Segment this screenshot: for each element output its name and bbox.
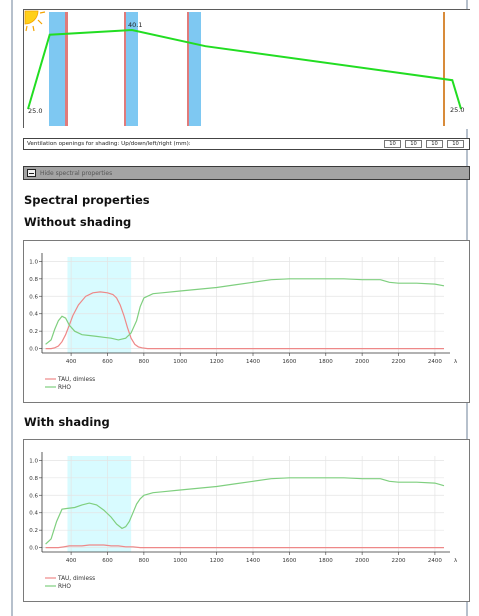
without-shading-chart-panel: 400 600 800 1000 1200 1400 1600 1800 2000 2200 240…: [23, 240, 470, 403]
x-tick-label: 2400: [428, 359, 442, 365]
collapse-minus-icon[interactable]: [27, 169, 36, 177]
y-tick-label: 0.6: [29, 493, 38, 499]
with-shading-chart: 400 600 800 1000 1200 1400 1600 1800 2000 2200 240…: [29, 452, 458, 590]
x-tick-label: 400: [66, 359, 77, 365]
vent-up-field[interactable]: 10: [384, 140, 401, 148]
x-tick-label: 600: [102, 558, 113, 564]
spectral-properties-heading: Spectral properties: [24, 193, 150, 207]
y-tick-label: 0.2: [29, 329, 38, 335]
sun-icon: [24, 10, 46, 32]
x-tick-label: 2400: [428, 558, 442, 564]
visible-band-highlight: [67, 456, 132, 552]
x-tick-label: 1000: [173, 359, 187, 365]
x-tick-label: 800: [139, 558, 150, 564]
y-tick-label: 1.0: [29, 259, 38, 265]
vent-right-field[interactable]: 10: [447, 140, 464, 148]
temp-peak-label: 40.1: [128, 21, 142, 29]
x-axis-label: λ: [454, 359, 458, 365]
vent-left-field[interactable]: 10: [426, 140, 443, 148]
coating-2: [124, 12, 126, 126]
glass-pane-3: [187, 12, 201, 126]
y-tick-label: 0.2: [29, 528, 38, 534]
y-tick-label: 1.0: [29, 458, 38, 464]
series-line-rho: [45, 278, 445, 345]
temperature-profile-background: [24, 10, 471, 129]
temp-left-label: 25.0: [28, 107, 42, 115]
hide-spectral-properties-button[interactable]: Hide spectral properties: [23, 166, 470, 180]
x-tick-label: 1800: [319, 558, 333, 564]
ventilation-label: Ventilation openings for shading: Up/dow…: [27, 141, 191, 147]
x-tick-label: 1400: [246, 558, 260, 564]
x-tick-label: 2000: [355, 558, 369, 564]
x-tick-label: 1200: [210, 558, 224, 564]
temp-right-label: 25.0: [450, 106, 464, 114]
legend-label: TAU, dimless: [57, 377, 95, 383]
legend-label: RHO: [58, 584, 71, 590]
legend-label: RHO: [58, 385, 71, 391]
coating-1: [65, 12, 68, 126]
temperature-profile-line: [27, 28, 462, 110]
with-shading-heading: With shading: [24, 415, 110, 429]
exterior-boundary-line: [443, 12, 445, 126]
temperature-profile-svg: 25.0 40.1 25.0: [24, 10, 471, 129]
coating-3: [187, 12, 189, 126]
with-shading-chart-panel: 400 600 800 1000 1200 1400 1600 1800 2000 2200 240…: [23, 439, 470, 602]
glass-pane-2: [124, 12, 138, 126]
series-line-tau: [45, 544, 444, 549]
x-axis-label: λ: [454, 558, 458, 564]
y-tick-label: 0.0: [29, 546, 38, 552]
without-shading-chart: 400 600 800 1000 1200 1400 1600 1800 2000 2200 240…: [29, 253, 458, 391]
y-tick-label: 0.4: [29, 312, 38, 318]
x-tick-label: 1000: [173, 558, 187, 564]
page: 25.0 40.1 25.0 Ventilation openings for …: [13, 0, 471, 616]
x-tick-label: 800: [139, 359, 150, 365]
without-shading-heading: Without shading: [24, 215, 132, 229]
ventilation-openings-row: Ventilation openings for shading: Up/dow…: [23, 138, 470, 150]
series-line-rho: [45, 477, 445, 545]
x-tick-label: 2200: [392, 359, 406, 365]
x-tick-label: 1800: [319, 359, 333, 365]
legend-label: TAU, dimless: [57, 576, 95, 582]
temperature-profile-panel: 25.0 40.1 25.0: [23, 9, 471, 129]
x-tick-label: 1400: [246, 359, 260, 365]
x-tick-label: 2000: [355, 359, 369, 365]
left-page-border: [11, 0, 13, 616]
x-tick-label: 600: [102, 359, 113, 365]
y-tick-label: 0.8: [29, 476, 38, 482]
vent-down-field[interactable]: 10: [405, 140, 422, 148]
hide-spectral-properties-label: Hide spectral properties: [40, 170, 113, 177]
x-tick-label: 1600: [282, 558, 296, 564]
y-tick-label: 0.8: [29, 277, 38, 283]
x-tick-label: 1200: [210, 359, 224, 365]
x-tick-label: 2200: [392, 558, 406, 564]
glass-pane-1: [49, 12, 68, 126]
y-tick-label: 0.6: [29, 294, 38, 300]
series-line-tau: [45, 291, 444, 350]
x-tick-label: 400: [66, 558, 77, 564]
x-tick-label: 1600: [282, 359, 296, 365]
y-tick-label: 0.0: [29, 347, 38, 353]
y-tick-label: 0.4: [29, 511, 38, 517]
